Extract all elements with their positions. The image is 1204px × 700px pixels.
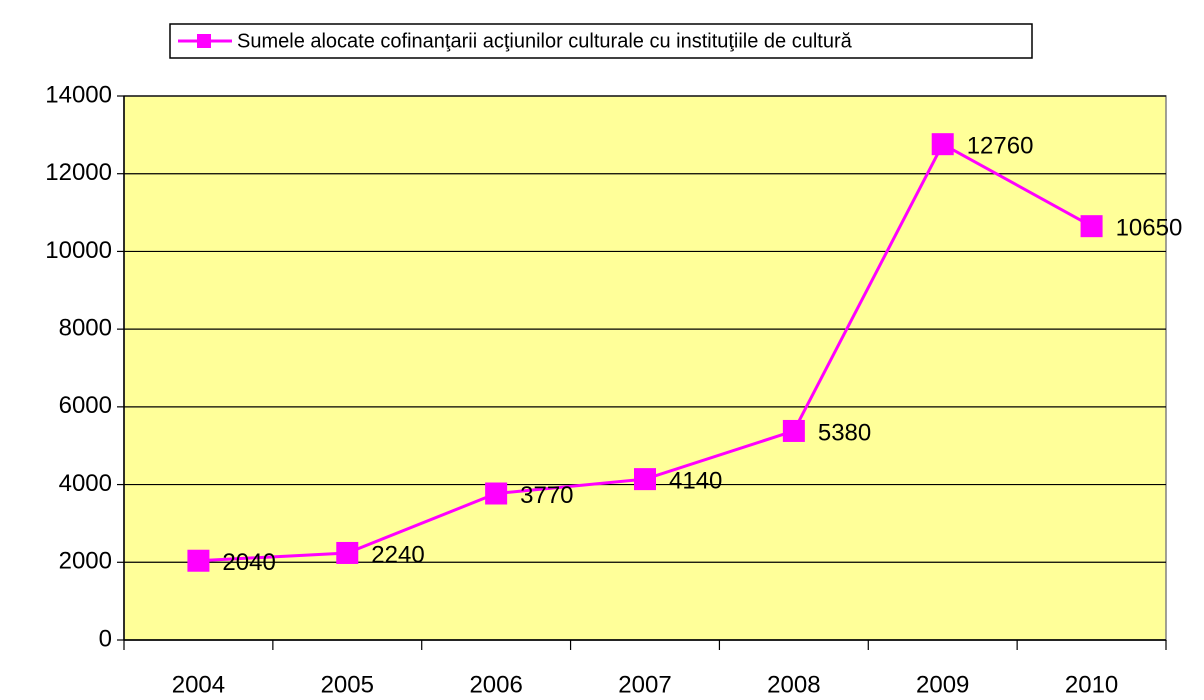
legend-label: Sumele alocate cofinanţarii acţiunilor c… bbox=[237, 30, 853, 52]
x-tick-label: 2009 bbox=[916, 671, 969, 698]
marker bbox=[1080, 215, 1103, 238]
data-label: 3770 bbox=[520, 482, 573, 509]
y-tick-label: 12000 bbox=[45, 159, 112, 186]
y-tick-label: 10000 bbox=[45, 237, 112, 264]
data-label: 2240 bbox=[371, 541, 424, 568]
legend-box bbox=[169, 23, 1033, 59]
y-tick-label: 2000 bbox=[59, 548, 112, 575]
x-tick-label: 2006 bbox=[469, 671, 522, 698]
y-tick-label: 0 bbox=[99, 625, 112, 652]
data-label: 5380 bbox=[818, 419, 871, 446]
y-tick-label: 8000 bbox=[59, 314, 112, 341]
x-tick-label: 2004 bbox=[172, 671, 225, 698]
marker bbox=[187, 549, 210, 572]
y-tick-label: 4000 bbox=[59, 470, 112, 497]
marker bbox=[782, 419, 805, 442]
marker bbox=[336, 541, 359, 564]
x-tick-label: 2008 bbox=[767, 671, 820, 698]
y-tick-label: 14000 bbox=[45, 81, 112, 108]
data-label: 2040 bbox=[222, 549, 275, 576]
marker bbox=[931, 133, 954, 156]
marker bbox=[485, 482, 508, 505]
legend-marker bbox=[197, 34, 211, 48]
x-tick-label: 2007 bbox=[618, 671, 671, 698]
data-label: 4140 bbox=[669, 467, 722, 494]
y-tick-label: 6000 bbox=[59, 392, 112, 419]
plot-area bbox=[123, 95, 1167, 641]
x-tick-label: 2005 bbox=[321, 671, 374, 698]
data-label: 12760 bbox=[967, 133, 1034, 160]
x-tick-label: 2010 bbox=[1065, 671, 1118, 698]
data-label: 10650 bbox=[1116, 215, 1183, 242]
marker bbox=[634, 468, 656, 491]
